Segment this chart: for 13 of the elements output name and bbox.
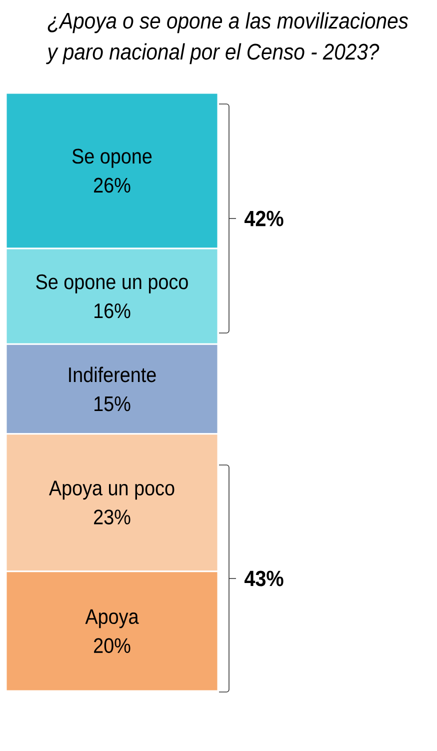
chart-title: ¿Apoya o se opone a las movilizaciones y paro nacional por el Censo - 2023?	[46, 12, 408, 64]
data-label: 23%	[94, 510, 130, 524]
data-label: 20%	[94, 638, 130, 654]
data-label: 26%	[94, 178, 130, 193]
text: 42%	[244, 210, 284, 226]
data-label: 16%	[94, 303, 130, 318]
series-label: Apoya un poco	[48, 480, 174, 500]
series-label: Se opone	[72, 148, 152, 168]
series-label: Se opone un poco	[36, 274, 188, 294]
series-label: Apoya	[85, 609, 139, 628]
series-label: Indiferente	[69, 366, 156, 382]
data-label: 15%	[94, 396, 130, 412]
text: 43%	[244, 570, 284, 586]
